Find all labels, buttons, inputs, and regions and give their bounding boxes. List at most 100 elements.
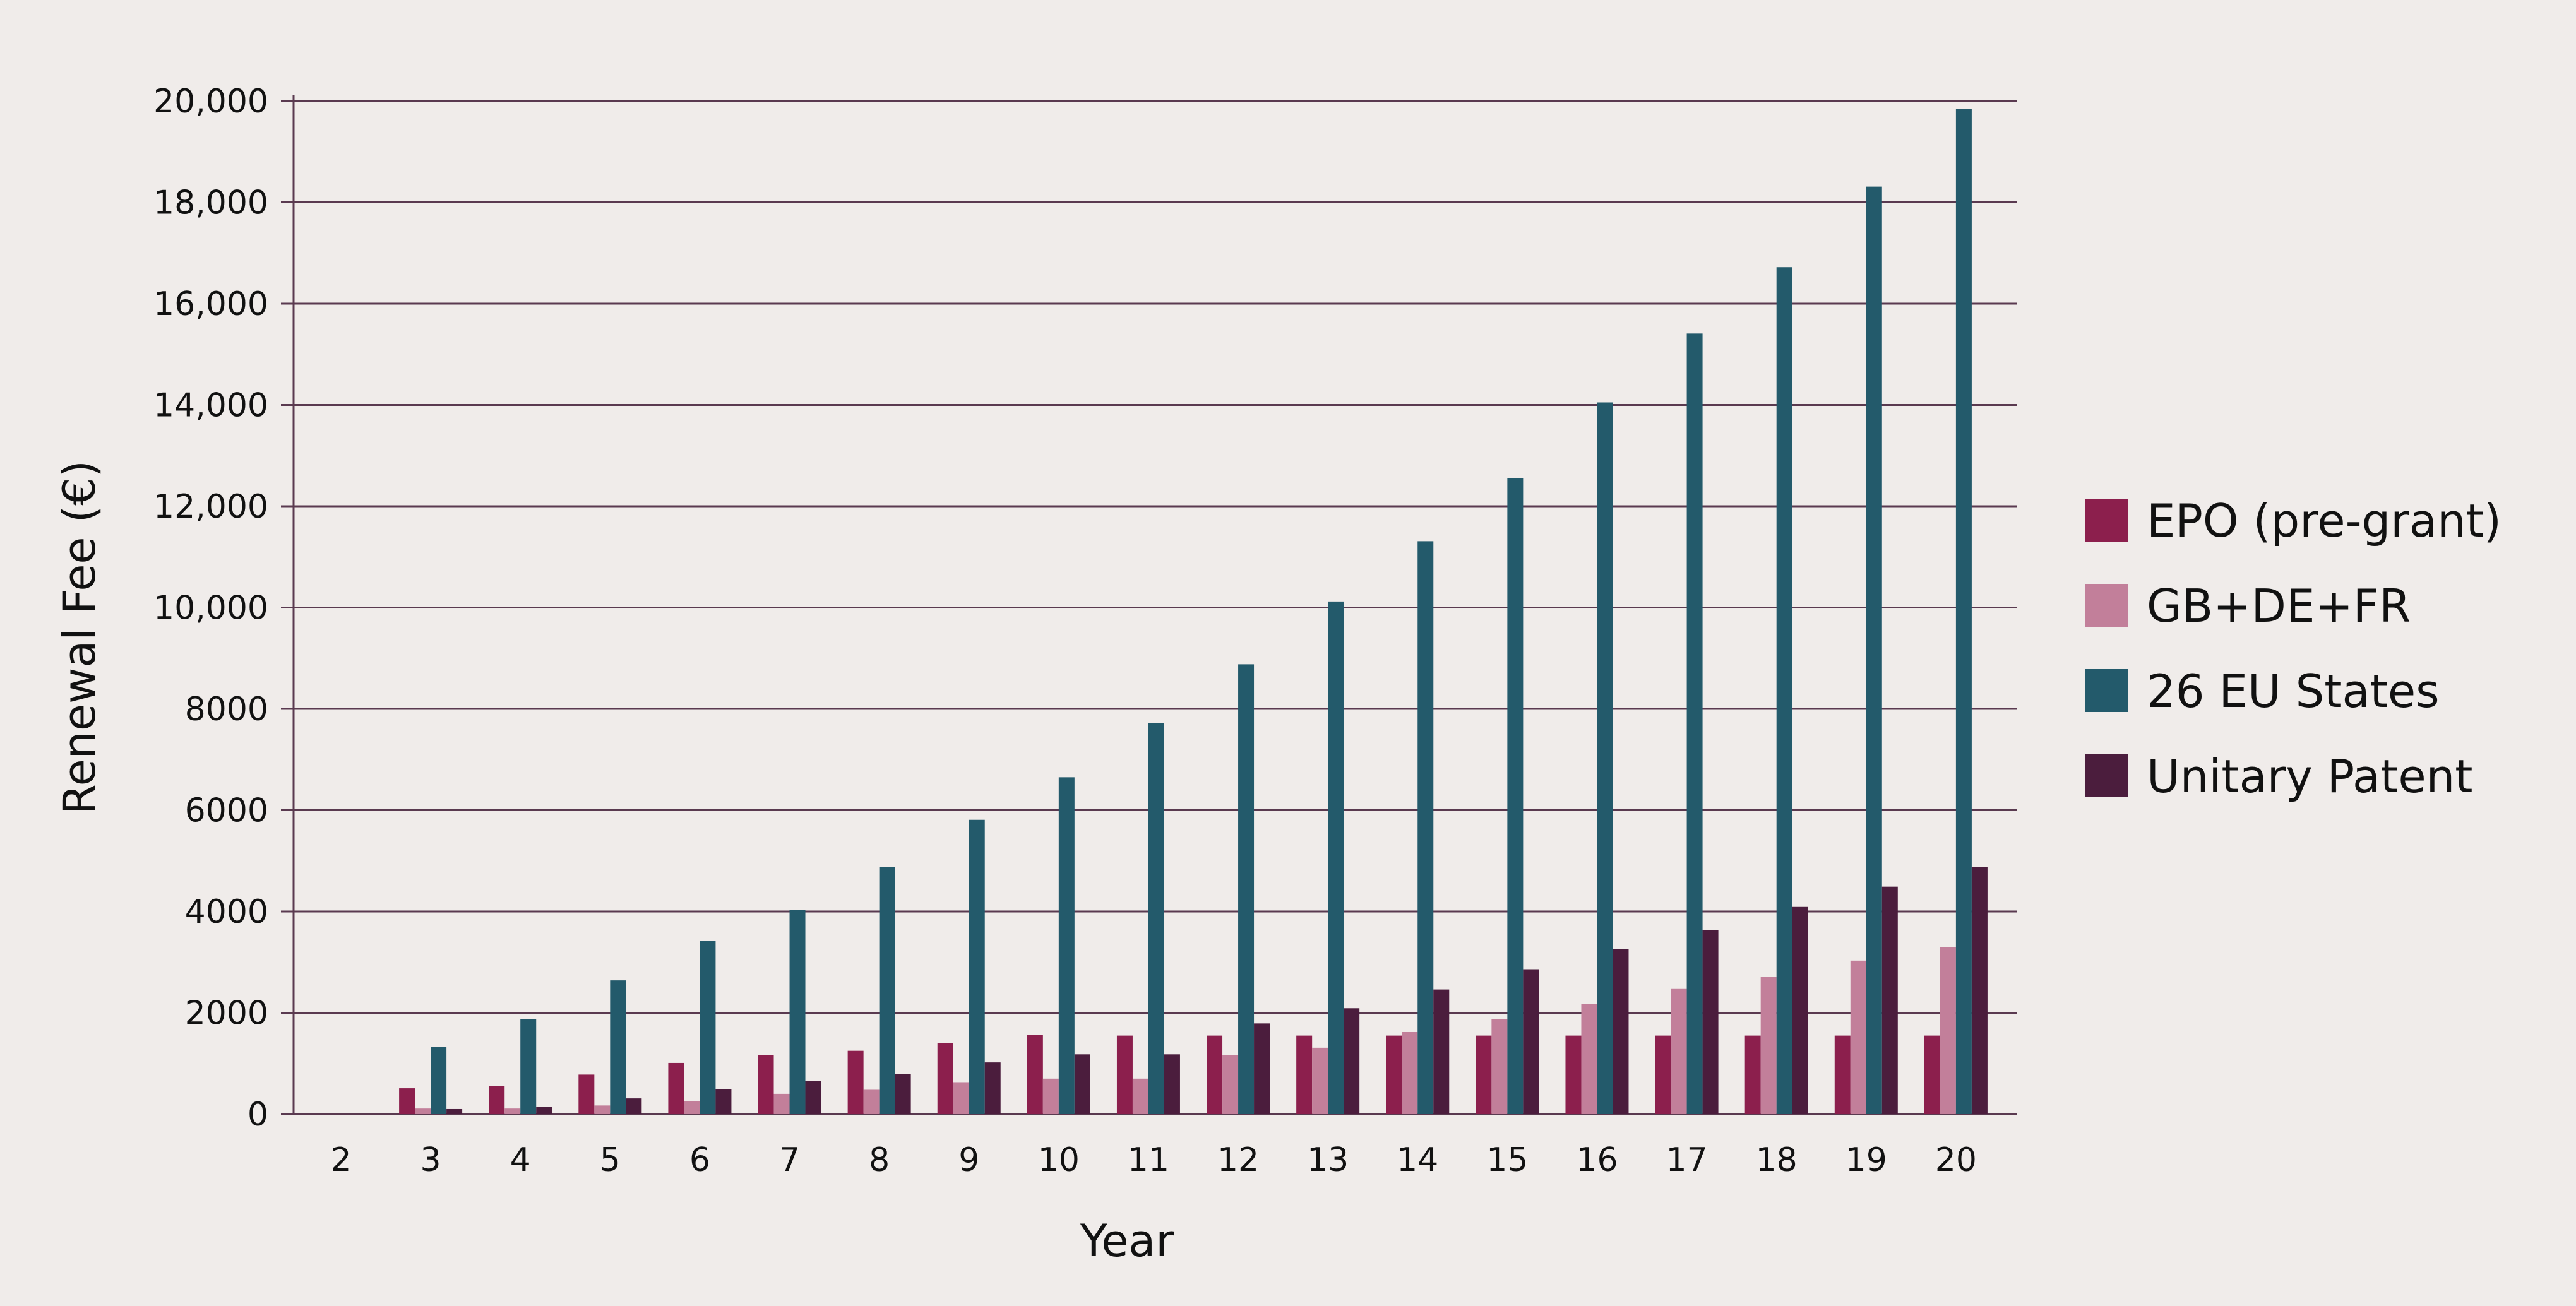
bar-unitary-patent-15 bbox=[1523, 969, 1539, 1114]
bar-gb-de-fr-8 bbox=[863, 1089, 880, 1114]
bar-26-eu-states-3 bbox=[431, 1047, 447, 1114]
x-tick-labels: 2 3 4 5 6 7 8 9 10 11 12 13 14 15 16 17 18 19 20 bbox=[330, 1141, 1977, 1179]
bar-epo-pre-grant-18 bbox=[1744, 1035, 1761, 1114]
bar-gb-de-fr-13 bbox=[1312, 1047, 1328, 1114]
bar-epo-pre-grant-17 bbox=[1655, 1035, 1671, 1114]
bar-epo-pre-grant-7 bbox=[758, 1055, 774, 1114]
bar-26-eu-states-20 bbox=[1955, 109, 1972, 1115]
bar-26-eu-states-6 bbox=[700, 941, 716, 1114]
y-tick-label: 16,000 bbox=[153, 285, 268, 323]
y-tick-label: 10,000 bbox=[153, 590, 268, 627]
y-tick-label: 2000 bbox=[185, 995, 268, 1033]
bar-unitary-patent-18 bbox=[1792, 906, 1808, 1114]
bar-26-eu-states-9 bbox=[969, 819, 985, 1114]
bar-unitary-patent-5 bbox=[626, 1098, 642, 1114]
bar-epo-pre-grant-20 bbox=[1924, 1035, 1940, 1114]
bar-26-eu-states-8 bbox=[879, 867, 895, 1114]
bar-26-eu-states-10 bbox=[1058, 777, 1075, 1114]
x-tick-label: 18 bbox=[1756, 1141, 1798, 1179]
bar-26-eu-states-16 bbox=[1597, 402, 1613, 1114]
bar-gb-de-fr-5 bbox=[594, 1105, 611, 1114]
bar-26-eu-states-4 bbox=[520, 1019, 537, 1114]
y-tick-label: 6000 bbox=[185, 792, 268, 830]
bar-gb-de-fr-11 bbox=[1132, 1078, 1148, 1114]
x-tick-label: 8 bbox=[869, 1141, 890, 1179]
bar-unitary-patent-20 bbox=[1971, 867, 1988, 1114]
bar-gb-de-fr-15 bbox=[1491, 1019, 1508, 1114]
bar-26-eu-states-11 bbox=[1148, 723, 1164, 1114]
bar-26-eu-states-5 bbox=[610, 980, 626, 1114]
x-tick-label: 3 bbox=[420, 1141, 441, 1179]
x-tick-label: 7 bbox=[779, 1141, 800, 1179]
bar-gb-de-fr-18 bbox=[1760, 977, 1777, 1114]
bar-epo-pre-grant-9 bbox=[937, 1043, 953, 1114]
bar-gb-de-fr-19 bbox=[1850, 960, 1866, 1114]
bar-gb-de-fr-4 bbox=[504, 1108, 521, 1114]
x-axis-title: Year bbox=[1080, 1215, 1174, 1267]
gridlines bbox=[281, 100, 2017, 1014]
x-tick-label: 9 bbox=[958, 1141, 979, 1179]
bar-26-eu-states-12 bbox=[1238, 664, 1255, 1114]
bar-epo-pre-grant-15 bbox=[1476, 1035, 1492, 1114]
bar-gb-de-fr-3 bbox=[415, 1108, 431, 1114]
x-tick-label: 11 bbox=[1128, 1141, 1169, 1179]
x-tick-label: 20 bbox=[1935, 1141, 1977, 1179]
x-tick-label: 19 bbox=[1846, 1141, 1887, 1179]
bar-26-eu-states-18 bbox=[1776, 267, 1792, 1115]
bars bbox=[399, 109, 1988, 1115]
bar-epo-pre-grant-13 bbox=[1296, 1035, 1313, 1114]
y-axis-title: Renewal Fee (€) bbox=[54, 460, 105, 815]
bar-gb-de-fr-16 bbox=[1581, 1004, 1597, 1114]
y-tick-label: 0 bbox=[247, 1096, 268, 1134]
bar-epo-pre-grant-4 bbox=[489, 1086, 505, 1114]
x-tick-label: 4 bbox=[510, 1141, 531, 1179]
bar-26-eu-states-15 bbox=[1507, 478, 1524, 1114]
bar-epo-pre-grant-10 bbox=[1027, 1035, 1043, 1114]
bar-unitary-patent-9 bbox=[984, 1062, 1001, 1114]
bar-unitary-patent-4 bbox=[536, 1107, 552, 1114]
bar-26-eu-states-7 bbox=[789, 910, 806, 1114]
x-tick-label: 5 bbox=[600, 1141, 621, 1179]
x-tick-label: 6 bbox=[689, 1141, 710, 1179]
bar-epo-pre-grant-11 bbox=[1116, 1035, 1133, 1114]
y-tick-label: 18,000 bbox=[153, 184, 268, 222]
y-tick-label: 8000 bbox=[185, 691, 268, 728]
y-tick-label: 14,000 bbox=[153, 387, 268, 425]
bar-gb-de-fr-17 bbox=[1671, 988, 1687, 1114]
x-tick-label: 16 bbox=[1576, 1141, 1618, 1179]
bar-unitary-patent-12 bbox=[1254, 1023, 1270, 1114]
x-tick-label: 14 bbox=[1397, 1141, 1438, 1179]
bar-gb-de-fr-9 bbox=[953, 1082, 969, 1114]
x-tick-label: 13 bbox=[1307, 1141, 1349, 1179]
legend-label: EPO (pre-grant) bbox=[2147, 494, 2501, 547]
legend-label: Unitary Patent bbox=[2147, 750, 2472, 803]
bar-unitary-patent-8 bbox=[895, 1074, 911, 1114]
bar-unitary-patent-11 bbox=[1164, 1054, 1180, 1114]
y-tick-label: 4000 bbox=[185, 893, 268, 931]
legend-swatch bbox=[2085, 754, 2128, 797]
bar-unitary-patent-10 bbox=[1074, 1054, 1090, 1114]
bar-unitary-patent-19 bbox=[1881, 886, 1898, 1114]
legend-swatch bbox=[2085, 499, 2128, 542]
legend-swatch bbox=[2085, 584, 2128, 627]
y-tick-label: 12,000 bbox=[153, 488, 268, 526]
bar-gb-de-fr-7 bbox=[773, 1093, 790, 1114]
legend-swatch bbox=[2085, 669, 2128, 712]
bar-gb-de-fr-14 bbox=[1402, 1031, 1418, 1114]
bar-26-eu-states-17 bbox=[1686, 333, 1703, 1115]
legend: EPO (pre-grant) GB+DE+FR 26 EU States Unita… bbox=[2085, 494, 2501, 803]
bar-epo-pre-grant-5 bbox=[578, 1074, 595, 1114]
bar-gb-de-fr-6 bbox=[684, 1101, 700, 1114]
x-tick-label: 2 bbox=[330, 1141, 351, 1179]
x-tick-label: 10 bbox=[1038, 1141, 1080, 1179]
bar-unitary-patent-7 bbox=[805, 1081, 821, 1114]
legend-label: 26 EU States bbox=[2147, 665, 2440, 718]
bar-unitary-patent-6 bbox=[715, 1089, 732, 1114]
y-tick-label: 20,000 bbox=[153, 83, 268, 121]
bar-unitary-patent-17 bbox=[1702, 930, 1719, 1114]
bar-26-eu-states-19 bbox=[1866, 186, 1882, 1114]
bar-epo-pre-grant-14 bbox=[1386, 1035, 1402, 1114]
bar-gb-de-fr-20 bbox=[1940, 947, 1956, 1114]
bar-epo-pre-grant-6 bbox=[668, 1062, 684, 1114]
